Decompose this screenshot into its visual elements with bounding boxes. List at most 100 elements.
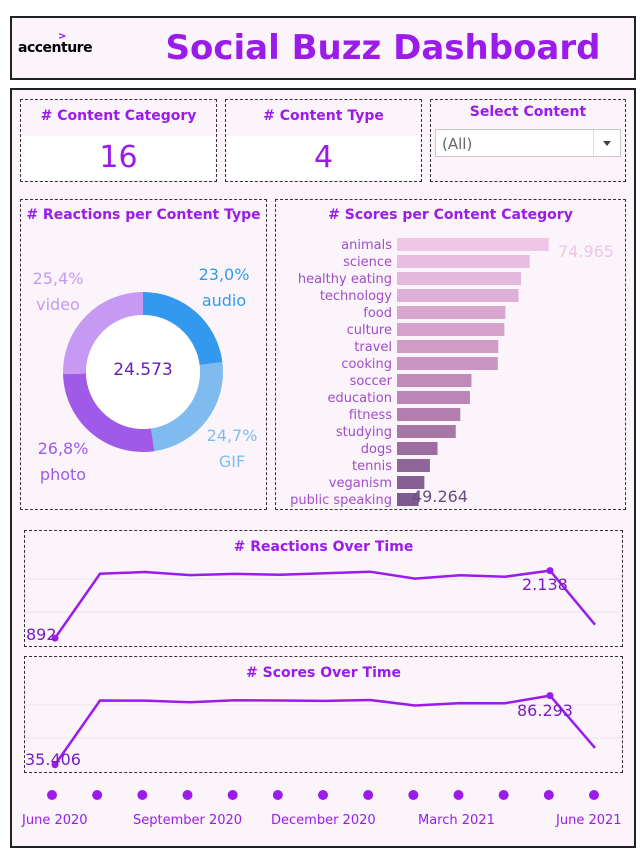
donut-label-photo: 26,8% photo bbox=[27, 436, 99, 488]
kpi-content-type-title: # Content Type bbox=[263, 108, 384, 124]
logo-text: accenture bbox=[18, 40, 93, 56]
month-label-mar-2021: March 2021 bbox=[418, 813, 495, 828]
page-title: Social Buzz Dashboard bbox=[165, 28, 601, 68]
scores-over-time-title: # Scores Over Time bbox=[246, 665, 401, 681]
timeline-dot[interactable] bbox=[318, 790, 328, 800]
scores-series-line bbox=[53, 694, 596, 766]
reactions-line-chart: 892 2.138 bbox=[25, 567, 622, 644]
kpi-content-category: # Content Category 16 bbox=[20, 99, 217, 182]
bar-studying[interactable] bbox=[397, 425, 456, 438]
bar-category-label: education bbox=[327, 391, 392, 406]
donut-label-video-name: video bbox=[36, 295, 80, 314]
bar-tennis[interactable] bbox=[397, 459, 430, 472]
timeline-dot[interactable] bbox=[589, 790, 599, 800]
donut-label-audio-pct: 23,0% bbox=[198, 265, 250, 284]
donut-label-photo-pct: 26,8% bbox=[37, 439, 89, 458]
timeline-dot[interactable] bbox=[137, 790, 148, 800]
scores-line-chart: 35.406 86.293 bbox=[25, 692, 622, 769]
timeline-dot[interactable] bbox=[227, 790, 238, 800]
timeline-dot[interactable] bbox=[182, 790, 193, 800]
bar-healthy-eating[interactable] bbox=[397, 272, 522, 285]
reactions-per-type-title: # Reactions per Content Type bbox=[26, 207, 261, 223]
bar-science[interactable] bbox=[397, 255, 530, 268]
month-label-dec-2020: December 2020 bbox=[271, 813, 376, 828]
donut-label-photo-name: photo bbox=[39, 465, 87, 484]
bar-cooking[interactable] bbox=[397, 357, 498, 370]
timeline-dot[interactable] bbox=[498, 790, 509, 800]
scores-over-time-card: # Scores Over Time 35.406 86.293 bbox=[24, 656, 623, 773]
timeline-dot[interactable] bbox=[408, 790, 419, 800]
donut-slice-photo[interactable] bbox=[63, 373, 155, 452]
donut-label-gif-pct: 24,7% bbox=[206, 426, 258, 445]
donut-label-gif-name: GIF bbox=[218, 452, 246, 471]
bar-travel[interactable] bbox=[397, 340, 499, 353]
bar-category-label: food bbox=[363, 306, 392, 321]
timeline-dot[interactable] bbox=[453, 790, 464, 800]
line-point[interactable] bbox=[546, 567, 554, 575]
scores-per-category-title: # Scores per Content Category bbox=[328, 207, 573, 223]
bar-min-label: 49.264 bbox=[412, 487, 468, 506]
bar-category-label: science bbox=[343, 255, 392, 270]
bar-technology[interactable] bbox=[397, 289, 519, 302]
bar-max-label: 74.965 bbox=[558, 242, 614, 261]
scores-bar-chart: animals science healthy eating technology fo… bbox=[290, 238, 614, 508]
bar-category-label: cooking bbox=[341, 357, 392, 372]
month-label-sep-2020: September 2020 bbox=[133, 813, 243, 828]
reactions-over-time-title: # Reactions Over Time bbox=[233, 539, 414, 555]
bar-animals[interactable] bbox=[397, 238, 549, 251]
donut-label-audio: 23,0% audio bbox=[188, 262, 260, 314]
scores-first-label: 35.406 bbox=[25, 750, 81, 769]
select-content-value: (All) bbox=[442, 135, 473, 153]
chevron-down-icon[interactable] bbox=[593, 130, 620, 156]
bar-category-label: animals bbox=[341, 238, 392, 253]
donut-label-audio-name: audio bbox=[201, 291, 247, 310]
reactions-peak-label: 2.138 bbox=[522, 575, 568, 594]
reactions-series-line bbox=[53, 569, 596, 639]
bar-category-label: veganism bbox=[329, 476, 392, 491]
bar-category-label: dogs bbox=[361, 442, 392, 457]
donut-label-video-pct: 25,4% bbox=[32, 269, 84, 288]
line-point[interactable] bbox=[51, 634, 59, 642]
accenture-logo: accenture > bbox=[18, 31, 93, 56]
donut-slice-audio[interactable] bbox=[143, 292, 223, 365]
month-label-jun-2020: June 2020 bbox=[22, 813, 88, 828]
bar-dogs[interactable] bbox=[397, 442, 438, 455]
timeline-dot[interactable] bbox=[47, 790, 57, 800]
bar-category-label: soccer bbox=[350, 374, 393, 389]
timeline-dot[interactable] bbox=[543, 790, 554, 800]
donut-slice-gif[interactable] bbox=[151, 362, 223, 452]
bar-education[interactable] bbox=[397, 391, 470, 404]
kpi-content-category-value: 16 bbox=[22, 136, 215, 180]
select-content-filter: Select Content (All) bbox=[430, 99, 626, 182]
month-label-jun-2021: June 2021 bbox=[556, 813, 622, 828]
bar-public-speaking[interactable] bbox=[397, 493, 419, 506]
bar-veganism[interactable] bbox=[397, 476, 425, 489]
donut-label-video: 25,4% video bbox=[23, 266, 93, 318]
bar-food[interactable] bbox=[397, 306, 506, 319]
donut-slice-video[interactable] bbox=[63, 292, 143, 375]
reactions-over-time-card: # Reactions Over Time 892 2.138 bbox=[24, 530, 623, 647]
bar-category-label: travel bbox=[354, 340, 392, 355]
bar-category-label: studying bbox=[336, 425, 392, 440]
donut-label-gif: 24,7% GIF bbox=[199, 423, 265, 475]
timeline-dot[interactable] bbox=[272, 790, 283, 800]
bar-culture[interactable] bbox=[397, 323, 505, 336]
timeline-dot[interactable] bbox=[92, 790, 103, 800]
logo-mark: > bbox=[58, 31, 66, 42]
select-content-dropdown[interactable]: (All) bbox=[435, 129, 621, 157]
donut-hole bbox=[86, 315, 200, 429]
bar-category-label: tennis bbox=[352, 459, 392, 474]
line-point[interactable] bbox=[51, 761, 59, 769]
timeline-dot[interactable] bbox=[363, 790, 374, 800]
scores-peak-label: 86.293 bbox=[517, 701, 573, 720]
reactions-first-label: 892 bbox=[26, 625, 57, 644]
bar-category-label: healthy eating bbox=[298, 272, 392, 287]
timeline-slider[interactable] bbox=[0, 785, 643, 805]
bar-category-label: fitness bbox=[349, 408, 392, 423]
bar-fitness[interactable] bbox=[397, 408, 461, 421]
bar-soccer[interactable] bbox=[397, 374, 472, 387]
header-bar: accenture > Social Buzz Dashboard bbox=[10, 16, 636, 80]
line-point[interactable] bbox=[546, 692, 554, 700]
reactions-per-type-card: # Reactions per Content Type 24.573 25,4… bbox=[20, 199, 267, 510]
bar-category-label: technology bbox=[320, 289, 392, 304]
